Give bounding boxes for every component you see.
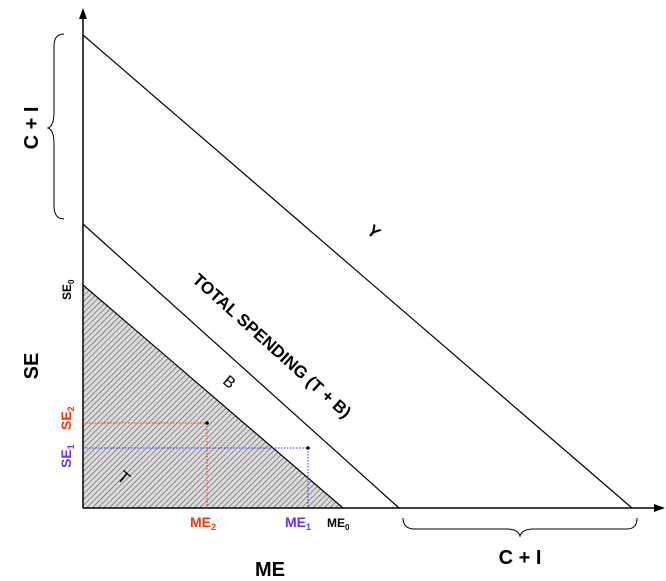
bottom-brace bbox=[402, 517, 638, 538]
tick-se2: SE2 bbox=[58, 406, 76, 430]
point-1 bbox=[306, 446, 310, 450]
y-axis-label-c-plus-i: C + I bbox=[21, 107, 43, 150]
tick-me2: ME2 bbox=[190, 514, 216, 532]
tick-me0: ME0 bbox=[327, 516, 350, 532]
x-axis-label-c-plus-i: C + I bbox=[499, 547, 542, 569]
y-axis-arrowhead bbox=[79, 8, 87, 19]
x-axis-label-me: ME bbox=[255, 559, 285, 581]
left-brace bbox=[46, 33, 65, 220]
line-y bbox=[82, 34, 633, 509]
x-axis-arrowhead bbox=[654, 504, 665, 512]
line-y-label: Y bbox=[363, 221, 385, 243]
tick-se1: SE1 bbox=[58, 444, 76, 468]
tick-me1: ME1 bbox=[285, 514, 311, 532]
line-b bbox=[82, 284, 344, 509]
tick-se0: SE0 bbox=[60, 279, 76, 300]
line-total-spending bbox=[82, 223, 400, 509]
line-b-label: B bbox=[219, 373, 238, 393]
y-axis-label-se: SE bbox=[21, 353, 43, 380]
point-2 bbox=[205, 421, 209, 425]
